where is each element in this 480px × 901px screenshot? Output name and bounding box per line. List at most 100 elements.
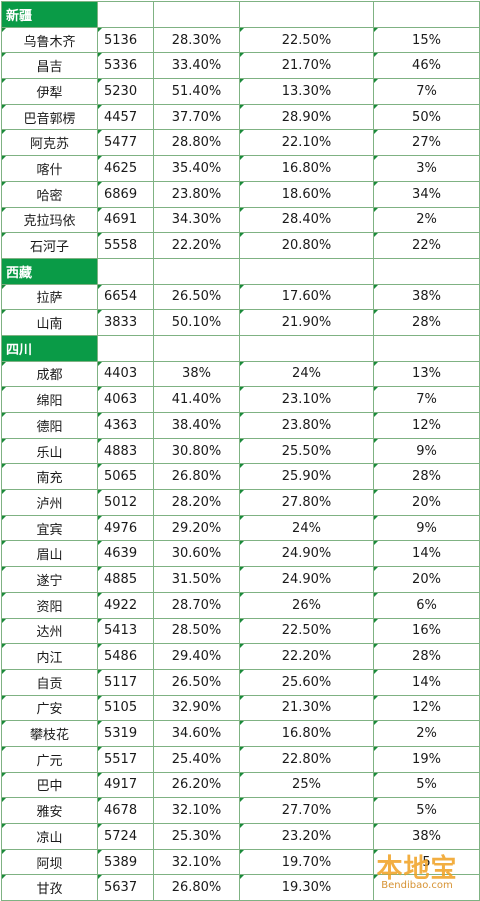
table-row: 阿克苏 5477 28.80% 22.10% 27% bbox=[1, 129, 480, 157]
table-row: 成都 4403 38% 24% 13% bbox=[1, 360, 480, 388]
city-name-cell: 遂宁 bbox=[1, 566, 98, 593]
city-name-cell: 南充 bbox=[1, 463, 98, 491]
value-cell: 5477 bbox=[97, 129, 154, 157]
city-name-cell: 克拉玛依 bbox=[1, 206, 98, 234]
percent-cell-a: 30.60% bbox=[153, 540, 240, 568]
city-name-cell: 石河子 bbox=[1, 232, 98, 259]
empty-header-cell bbox=[153, 334, 240, 362]
city-name-cell: 阿克苏 bbox=[1, 129, 98, 157]
percent-cell-c: 2% bbox=[373, 206, 480, 234]
percent-cell-b: 28.90% bbox=[239, 103, 374, 131]
empty-header-cell bbox=[239, 1, 374, 28]
percent-cell-b: 23.80% bbox=[239, 412, 374, 439]
percent-cell-c: 19% bbox=[373, 745, 480, 773]
watermark-site-text: Bendibao.com bbox=[381, 880, 453, 891]
city-name-cell: 伊犁 bbox=[1, 78, 98, 105]
value-cell: 5389 bbox=[97, 848, 154, 876]
city-name-cell: 攀枝花 bbox=[1, 720, 98, 747]
section-header-row: 新疆 bbox=[1, 1, 480, 28]
percent-cell-a: 23.80% bbox=[153, 180, 240, 208]
value-cell: 5117 bbox=[97, 668, 154, 696]
value-cell: 3833 bbox=[97, 309, 154, 336]
empty-header-cell bbox=[373, 1, 480, 28]
bendibao-watermark: 本地宝 Bendibao.com bbox=[362, 848, 472, 894]
percent-cell-c: 34% bbox=[373, 180, 480, 208]
value-cell: 5637 bbox=[97, 874, 154, 901]
region-label: 西藏 bbox=[1, 257, 98, 285]
table-row: 眉山 4639 30.60% 24.90% 14% bbox=[1, 540, 480, 568]
percent-cell-a: 25.30% bbox=[153, 823, 240, 850]
percent-cell-a: 28.30% bbox=[153, 26, 240, 54]
percent-cell-b: 20.80% bbox=[239, 232, 374, 259]
table-row: 拉萨 6654 26.50% 17.60% 38% bbox=[1, 283, 480, 311]
percent-cell-c: 12% bbox=[373, 694, 480, 722]
percent-cell-c: 22% bbox=[373, 232, 480, 259]
empty-header-cell bbox=[97, 257, 154, 285]
city-name-cell: 自贡 bbox=[1, 668, 98, 696]
value-cell: 4883 bbox=[97, 437, 154, 465]
value-cell: 4639 bbox=[97, 540, 154, 568]
percent-cell-a: 35.40% bbox=[153, 155, 240, 182]
percent-cell-b: 27.80% bbox=[239, 489, 374, 516]
percent-cell-c: 7% bbox=[373, 78, 480, 105]
percent-cell-c: 28% bbox=[373, 643, 480, 670]
city-name-cell: 广安 bbox=[1, 694, 98, 722]
percent-cell-b: 25.50% bbox=[239, 437, 374, 465]
percent-cell-b: 24% bbox=[239, 514, 374, 542]
percent-cell-a: 38% bbox=[153, 360, 240, 388]
value-cell: 5319 bbox=[97, 720, 154, 747]
percent-cell-a: 26.50% bbox=[153, 283, 240, 311]
table-row: 内江 5486 29.40% 22.20% 28% bbox=[1, 643, 480, 670]
city-name-cell: 拉萨 bbox=[1, 283, 98, 311]
city-name-cell: 绵阳 bbox=[1, 386, 98, 413]
city-name-cell: 德阳 bbox=[1, 412, 98, 439]
percent-cell-c: 28% bbox=[373, 463, 480, 491]
table-row: 石河子 5558 22.20% 20.80% 22% bbox=[1, 232, 480, 259]
percent-cell-b: 25.60% bbox=[239, 668, 374, 696]
percent-cell-b: 24% bbox=[239, 360, 374, 388]
percent-cell-c: 5% bbox=[373, 797, 480, 824]
value-cell: 4678 bbox=[97, 797, 154, 824]
value-cell: 4625 bbox=[97, 155, 154, 182]
percent-cell-c: 15% bbox=[373, 26, 480, 54]
table-row: 乌鲁木齐 5136 28.30% 22.50% 15% bbox=[1, 26, 480, 54]
percent-cell-a: 25.40% bbox=[153, 745, 240, 773]
percent-cell-c: 14% bbox=[373, 540, 480, 568]
city-name-cell: 喀什 bbox=[1, 155, 98, 182]
value-cell: 4885 bbox=[97, 566, 154, 593]
percent-cell-c: 9% bbox=[373, 514, 480, 542]
percent-cell-b: 21.70% bbox=[239, 52, 374, 80]
percent-cell-a: 28.20% bbox=[153, 489, 240, 516]
value-cell: 4363 bbox=[97, 412, 154, 439]
table-row: 甘孜 5637 26.80% 19.30% bbox=[1, 874, 480, 901]
percent-cell-a: 26.20% bbox=[153, 771, 240, 799]
empty-header-cell bbox=[153, 257, 240, 285]
percent-cell-a: 37.70% bbox=[153, 103, 240, 131]
percent-cell-c: 6% bbox=[373, 591, 480, 619]
table-row: 资阳 4922 28.70% 26% 6% bbox=[1, 591, 480, 619]
value-cell: 5558 bbox=[97, 232, 154, 259]
table-row: 伊犁 5230 51.40% 13.30% 7% bbox=[1, 78, 480, 105]
percent-cell-a: 41.40% bbox=[153, 386, 240, 413]
percent-cell-a: 29.40% bbox=[153, 643, 240, 670]
percent-cell-b: 22.10% bbox=[239, 129, 374, 157]
empty-header-cell bbox=[97, 334, 154, 362]
section-header-row: 四川 bbox=[1, 334, 480, 362]
percent-cell-c: 9% bbox=[373, 437, 480, 465]
empty-header-cell bbox=[239, 257, 374, 285]
city-name-cell: 眉山 bbox=[1, 540, 98, 568]
watermark-logo-text: 本地宝 bbox=[376, 854, 458, 884]
percent-cell-b: 28.40% bbox=[239, 206, 374, 234]
percent-cell-b: 19.70% bbox=[239, 848, 374, 876]
region-label: 四川 bbox=[1, 334, 98, 362]
city-name-cell: 资阳 bbox=[1, 591, 98, 619]
percent-cell-b: 24.90% bbox=[239, 540, 374, 568]
percent-cell-c: 46% bbox=[373, 52, 480, 80]
city-name-cell: 巴音郭楞 bbox=[1, 103, 98, 131]
percent-cell-a: 32.10% bbox=[153, 848, 240, 876]
value-cell: 4691 bbox=[97, 206, 154, 234]
empty-header-cell bbox=[153, 1, 240, 28]
value-cell: 4976 bbox=[97, 514, 154, 542]
